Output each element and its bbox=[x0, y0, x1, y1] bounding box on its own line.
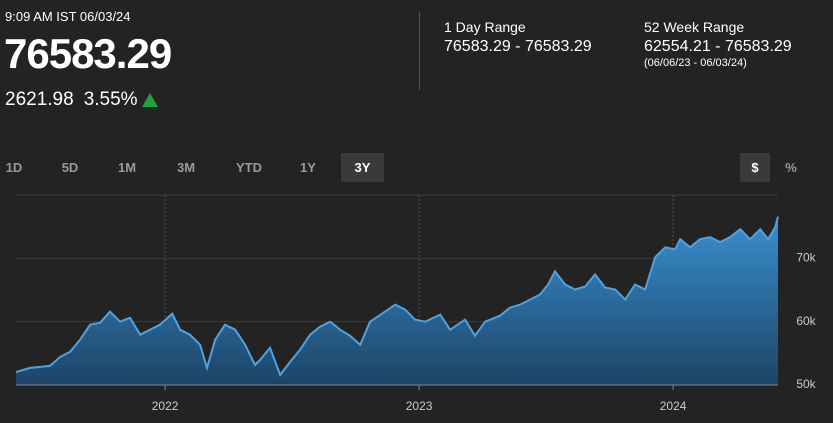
x-tick-label: 2023 bbox=[406, 399, 433, 413]
range-tab[interactable]: 1D bbox=[5, 160, 23, 175]
y-tick-label: 50k bbox=[796, 377, 816, 391]
range-tab[interactable]: 3Y bbox=[341, 153, 384, 182]
range-tab[interactable]: 3M bbox=[176, 160, 196, 175]
change: 2621.98 bbox=[5, 89, 74, 110]
y-tick-label: 60k bbox=[796, 314, 816, 328]
unit-toggle[interactable]: % bbox=[785, 160, 797, 175]
range-tab[interactable]: 1Y bbox=[300, 160, 316, 175]
range-tab[interactable]: 1M bbox=[117, 160, 137, 175]
line bbox=[15, 216, 779, 377]
area bbox=[16, 216, 778, 385]
price: 76583.29 bbox=[4, 30, 172, 77]
x-tick-label: 2024 bbox=[660, 399, 687, 413]
range-label: 52 Week Range bbox=[644, 19, 745, 35]
range-value: 76583.29 - 76583.29 bbox=[444, 38, 592, 55]
range-value: 62554.21 - 76583.29 bbox=[644, 38, 792, 55]
timestamp: 9:09 AM IST 06/03/24 bbox=[5, 9, 131, 24]
divider bbox=[419, 12, 420, 90]
range-tab[interactable]: 5D bbox=[61, 160, 79, 175]
x-tick-label: 2022 bbox=[152, 399, 179, 413]
change-row: 2621.98 3.55% bbox=[5, 89, 158, 111]
range-label: 1 Day Range bbox=[444, 19, 526, 35]
y-tick-label: 70k bbox=[796, 251, 816, 265]
unit-toggle[interactable]: $ bbox=[740, 153, 770, 182]
range-note: (06/06/23 - 06/03/24) bbox=[644, 57, 747, 69]
range-tab[interactable]: YTD bbox=[236, 160, 262, 175]
chart: 50k 60k 70k 2022 2023 2024 bbox=[15, 194, 817, 413]
up-arrow bbox=[141, 93, 158, 107]
change-percent: 3.55% bbox=[83, 89, 138, 110]
